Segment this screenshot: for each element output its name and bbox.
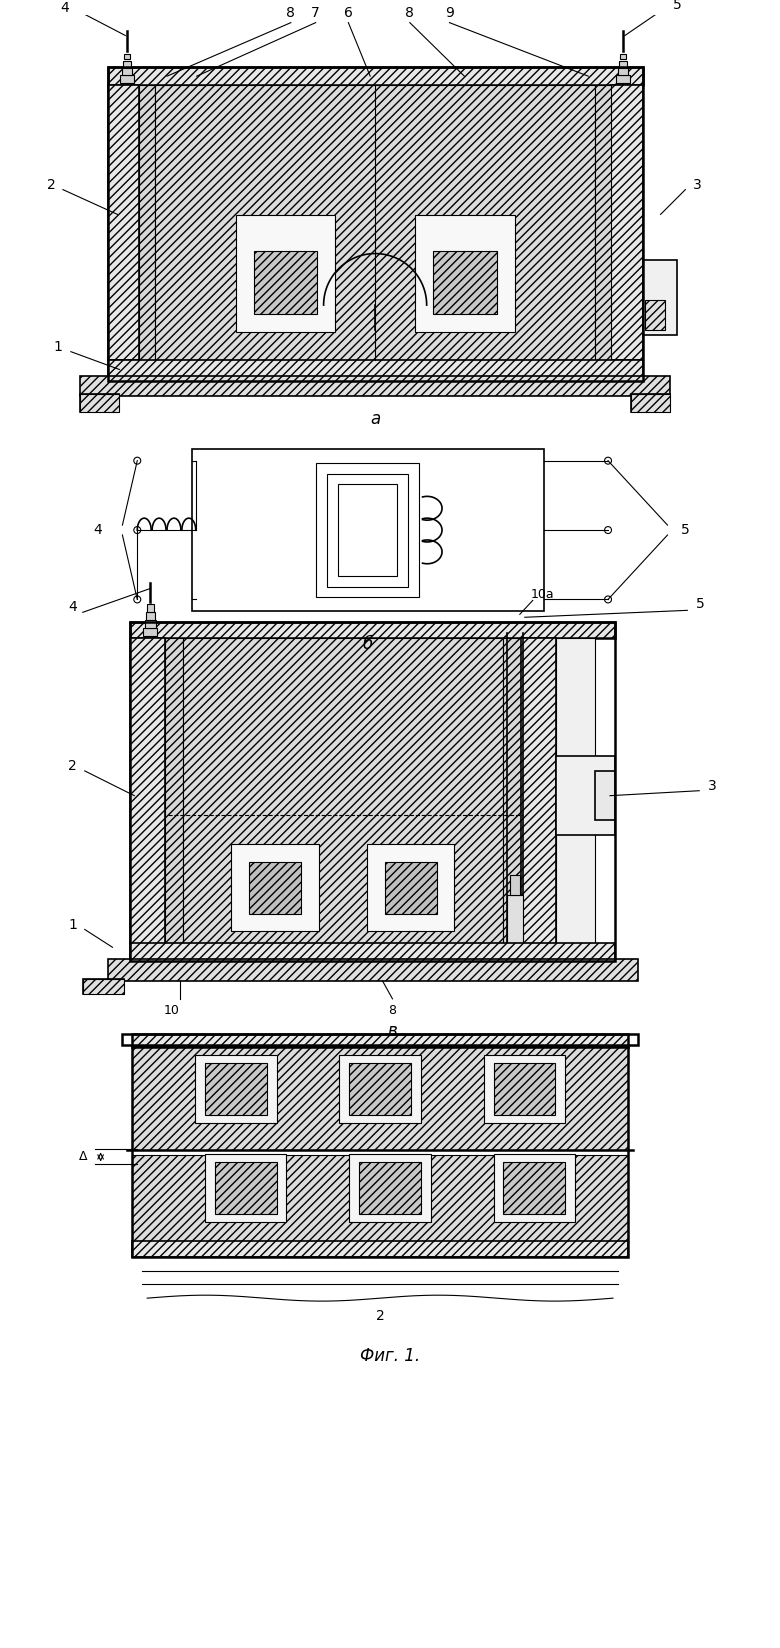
Bar [433,250,497,315]
Bar [123,61,131,68]
Bar [133,1241,628,1256]
Bar [619,61,627,68]
Text: 1: 1 [69,918,77,931]
Bar [595,86,611,359]
Text: 5: 5 [673,0,682,12]
Bar [80,394,119,412]
Bar [133,1048,628,1256]
Bar [147,605,154,613]
Text: 3: 3 [693,178,701,191]
Bar [595,771,615,821]
Bar [349,1063,411,1114]
Bar [130,623,615,638]
Bar [108,86,140,359]
Bar [133,1033,628,1048]
Bar [205,1063,267,1114]
Bar [232,844,319,931]
Bar [183,638,503,944]
Bar [416,214,515,331]
Text: 4: 4 [61,0,69,15]
Bar [643,260,677,335]
Bar [108,959,638,981]
Text: в: в [388,1022,397,1040]
Bar [165,638,183,944]
Bar [521,638,555,944]
Text: б: б [363,634,373,653]
Text: 3: 3 [707,780,717,793]
Bar [484,1055,565,1122]
Text: а: а [370,410,381,428]
Bar [130,638,165,944]
Bar [503,638,521,944]
Text: Фиг. 1.: Фиг. 1. [360,1346,420,1365]
Bar [236,214,335,331]
Text: 6: 6 [344,5,353,20]
Bar [385,862,437,913]
Bar [494,1155,575,1221]
Text: 1: 1 [54,339,62,354]
Bar [507,895,523,954]
Bar [124,54,130,59]
Text: 7: 7 [311,5,320,20]
Bar [108,68,643,86]
Text: 8: 8 [286,5,296,20]
Text: 9: 9 [445,5,454,20]
Bar [140,86,155,359]
Bar [254,250,317,315]
Text: 8: 8 [406,5,414,20]
Text: 4: 4 [94,522,102,537]
Text: 4: 4 [69,600,77,615]
Bar [611,86,643,359]
Bar [494,1063,555,1114]
Bar [349,1155,431,1221]
Bar [631,394,671,412]
Bar [215,1162,277,1215]
Bar [108,359,643,381]
Text: 2: 2 [47,178,55,191]
Bar [645,300,665,330]
Bar [108,68,643,381]
Bar [144,628,157,636]
Bar [360,1162,420,1215]
Bar [631,394,671,412]
Bar [80,394,119,412]
Bar [555,756,615,836]
Bar [316,463,419,598]
Text: 2: 2 [376,1309,385,1323]
Bar [367,844,455,931]
Bar [250,862,301,913]
Bar [195,1055,277,1122]
Text: 5: 5 [681,522,690,537]
Text: 10a: 10a [531,588,555,602]
Bar [122,68,133,76]
Bar [155,86,595,359]
Bar [146,613,155,620]
Bar [130,943,615,961]
Bar [122,1033,638,1045]
Bar [503,1162,565,1215]
Bar [130,623,615,961]
Bar [327,473,409,587]
Bar [80,376,671,396]
Bar [620,54,626,59]
Bar [338,485,398,575]
Text: 5: 5 [696,597,704,611]
Bar [205,1155,286,1221]
Text: 8: 8 [388,1004,396,1017]
Bar [616,76,629,82]
Bar [83,979,124,994]
Bar [133,1155,628,1241]
Bar [145,620,156,628]
Text: Δ: Δ [79,1150,87,1163]
Bar [510,875,519,895]
Bar [339,1055,420,1122]
Bar [618,68,628,76]
Bar [555,638,595,944]
Bar [133,1048,628,1150]
Bar [83,979,124,994]
Bar [120,76,134,82]
Text: 10: 10 [164,1004,180,1017]
Bar [192,448,544,611]
Text: 2: 2 [69,760,77,773]
